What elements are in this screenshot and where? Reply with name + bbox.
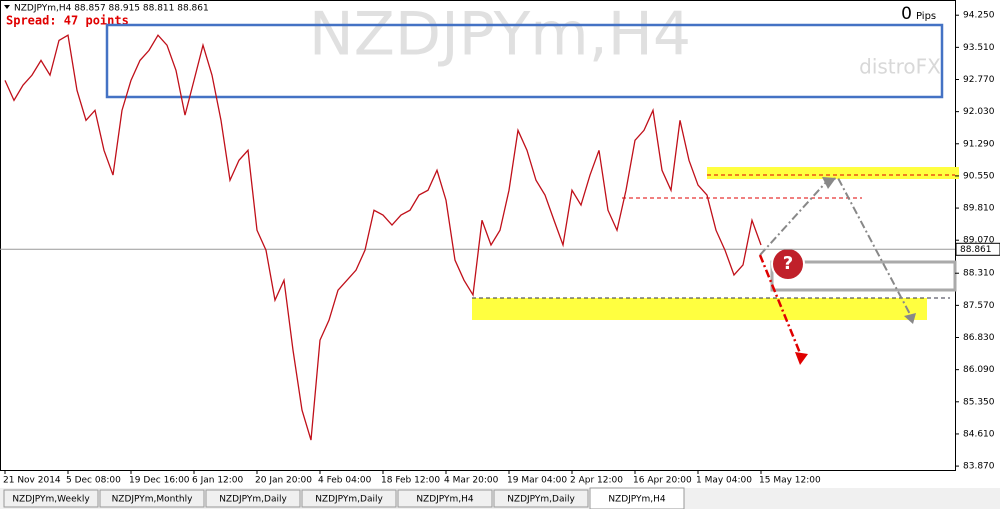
tab-label[interactable]: NZDJPYm,Daily — [507, 495, 575, 505]
question-mark: ? — [783, 253, 793, 274]
tab[interactable] — [493, 489, 589, 508]
y-tick-label: 86.090 — [963, 365, 995, 375]
scenario-arrow — [759, 176, 913, 319]
supply-zone — [707, 167, 959, 179]
tab[interactable] — [99, 489, 205, 508]
y-tick-label: 83.870 — [963, 462, 995, 472]
tab-label[interactable]: NZDJPYm,H4 — [416, 495, 474, 505]
y-tick-label: 87.570 — [963, 301, 995, 311]
question-icon — [771, 247, 805, 281]
scenario-arrow — [758, 254, 804, 359]
spread: Spread: 47 points — [6, 14, 129, 28]
target-box — [770, 260, 957, 292]
header-arrow — [4, 5, 10, 9]
y-tick-label: 93.510 — [963, 43, 995, 53]
y-tick-label: 91.290 — [963, 139, 995, 149]
tab[interactable] — [589, 487, 685, 509]
y-tick-label: 85.350 — [963, 397, 995, 407]
x-tick-label: 4 Mar 20:00 — [444, 476, 499, 486]
y-tick-label: 89.810 — [963, 204, 995, 214]
resistance-box — [105, 23, 944, 99]
x-tick-label: 21 Nov 2014 — [3, 476, 61, 486]
tab-label[interactable]: NZDJPYm,Monthly — [112, 495, 194, 505]
x-tick-label: 5 Dec 08:00 — [66, 476, 121, 486]
x-tick-label: 1 May 04:00 — [696, 476, 752, 486]
x-tick-label: 19 Mar 04:00 — [507, 476, 567, 486]
x-tick-label: 15 May 12:00 — [759, 476, 821, 486]
pips-label: Pips — [916, 11, 936, 22]
arrow-head — [822, 177, 836, 189]
plot-border — [0, 0, 956, 471]
tab-label[interactable]: NZDJPYm,H4 — [608, 495, 666, 505]
arrow-head — [795, 352, 808, 365]
y-tick-label: 89.070 — [963, 236, 995, 246]
price-line — [4, 34, 762, 441]
x-tick-label: 6 Jan 12:00 — [192, 476, 244, 486]
y-tick-label: 86.830 — [963, 333, 995, 343]
tab[interactable] — [301, 489, 397, 508]
tab[interactable] — [3, 489, 99, 508]
y-tick-label: 94.250 — [963, 11, 995, 21]
x-tick-label: 2 Apr 12:00 — [570, 476, 623, 486]
tabs: NZDJPYm,Weekly NZDJPYm,Monthly NZDJPYm,Dai… — [3, 487, 685, 509]
tab-label[interactable]: NZDJPYm,Weekly — [12, 495, 90, 505]
watermark: NZDJPYm,H4 — [309, 0, 691, 70]
y-tick-label: 92.030 — [963, 107, 995, 117]
y-tick-label: 92.770 — [963, 75, 995, 85]
tab-label[interactable]: NZDJPYm,Daily — [315, 495, 383, 505]
y-tick-label: 88.310 — [963, 269, 995, 279]
tab[interactable] — [397, 489, 493, 508]
current-price-box — [955, 242, 1000, 256]
tab[interactable] — [205, 489, 301, 508]
header: NZDJPYm,H4 88.857 88.915 88.811 88.861 — [14, 4, 209, 14]
x-tick-label: 18 Feb 12:00 — [381, 476, 440, 486]
x-tick-label: 19 Dec 16:00 — [129, 476, 190, 486]
brand: distroFX — [859, 55, 941, 79]
arrow-head — [904, 313, 916, 324]
x-tick-label: 4 Feb 04:00 — [318, 476, 372, 486]
pips-value: 0 — [901, 4, 912, 24]
tab-label[interactable]: NZDJPYm,Daily — [219, 495, 287, 505]
x-tick-label: 16 Apr 20:00 — [633, 476, 692, 486]
x-tick-label: 20 Jan 20:00 — [255, 476, 312, 486]
demand-zone — [472, 298, 927, 320]
y-tick-label: 90.550 — [963, 171, 995, 181]
current-price-label: 88.861 — [960, 245, 992, 255]
y-tick-label: 84.610 — [963, 429, 995, 439]
